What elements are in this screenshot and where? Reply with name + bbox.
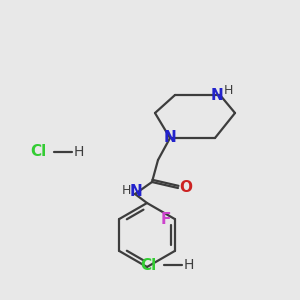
Text: F: F [160, 212, 171, 226]
Text: H: H [121, 184, 131, 197]
Text: N: N [130, 184, 142, 199]
Text: N: N [164, 130, 176, 146]
Text: O: O [179, 181, 193, 196]
Text: H: H [184, 258, 194, 272]
Text: Cl: Cl [140, 257, 156, 272]
Text: H: H [223, 83, 233, 97]
Text: N: N [211, 88, 224, 103]
Text: H: H [74, 145, 84, 159]
Text: Cl: Cl [30, 145, 46, 160]
